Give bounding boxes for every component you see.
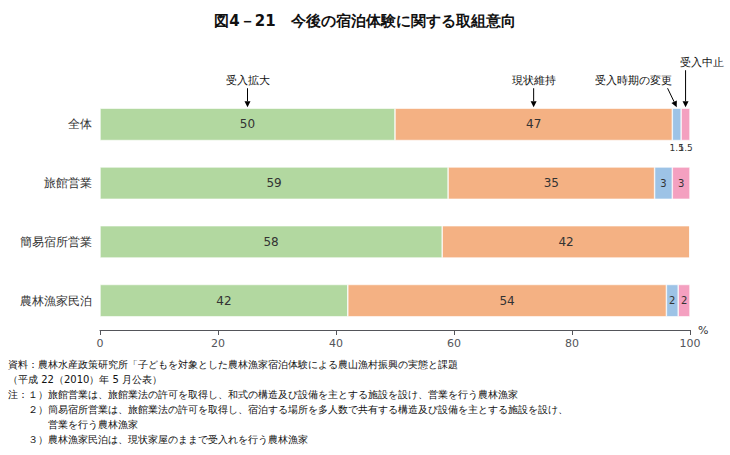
svg-text:60: 60: [447, 337, 461, 350]
svg-text:80: 80: [565, 337, 579, 350]
svg-text:1.5: 1.5: [669, 143, 684, 153]
svg-text:旅館営業: 旅館営業: [44, 176, 92, 190]
svg-text:1.5: 1.5: [678, 143, 692, 153]
svg-text:%: %: [698, 324, 708, 337]
svg-text:42: 42: [216, 294, 231, 308]
svg-text:受入中止: 受入中止: [680, 56, 724, 69]
svg-text:42: 42: [558, 235, 573, 249]
svg-text:47: 47: [526, 117, 541, 131]
svg-text:0: 0: [97, 337, 104, 350]
svg-text:２）簡易宿所営業は、旅館業法の許可を取得し、宿泊する場所を多: ２）簡易宿所営業は、旅館業法の許可を取得し、宿泊する場所を多人数で共有する構造及…: [8, 404, 568, 415]
svg-text:受入時期の変更: 受入時期の変更: [595, 74, 672, 87]
svg-text:資料：農林水産政策研究所「子どもを対象とした農林漁家宿泊体験: 資料：農林水産政策研究所「子どもを対象とした農林漁家宿泊体験による農山漁村振興の…: [8, 359, 458, 370]
svg-text:20: 20: [211, 337, 225, 350]
svg-text:農林漁家民泊: 農林漁家民泊: [20, 294, 92, 308]
svg-text:３）農林漁家民泊は、現状家屋のままで受入れを行う農林漁家: ３）農林漁家民泊は、現状家屋のままで受入れを行う農林漁家: [8, 434, 308, 445]
svg-text:全体: 全体: [68, 117, 92, 131]
svg-text:2: 2: [681, 295, 687, 306]
svg-text:100: 100: [680, 337, 701, 350]
svg-text:受入拡大: 受入拡大: [226, 74, 270, 87]
svg-text:59: 59: [266, 176, 281, 190]
svg-text:54: 54: [499, 294, 514, 308]
svg-text:営業を行う農林漁家: 営業を行う農林漁家: [8, 419, 138, 430]
svg-text:簡易宿所営業: 簡易宿所営業: [20, 235, 92, 249]
svg-text:2: 2: [669, 295, 675, 306]
svg-text:注：１）旅館営業は、旅館業法の許可を取得し、和式の構造及び設: 注：１）旅館営業は、旅館業法の許可を取得し、和式の構造及び設備を主とする施設を設…: [8, 389, 518, 400]
svg-text:35: 35: [544, 176, 559, 190]
svg-text:現状維持: 現状維持: [512, 74, 556, 87]
svg-text:（平成 22（2010）年 5 月公表）: （平成 22（2010）年 5 月公表）: [8, 374, 162, 385]
svg-text:58: 58: [263, 235, 278, 249]
svg-text:図4－21 今後の宿泊体験に関する取組意向: 図4－21 今後の宿泊体験に関する取組意向: [214, 12, 515, 30]
svg-text:50: 50: [240, 117, 255, 131]
svg-text:3: 3: [660, 178, 666, 189]
svg-text:40: 40: [329, 337, 343, 350]
svg-text:3: 3: [678, 178, 684, 189]
